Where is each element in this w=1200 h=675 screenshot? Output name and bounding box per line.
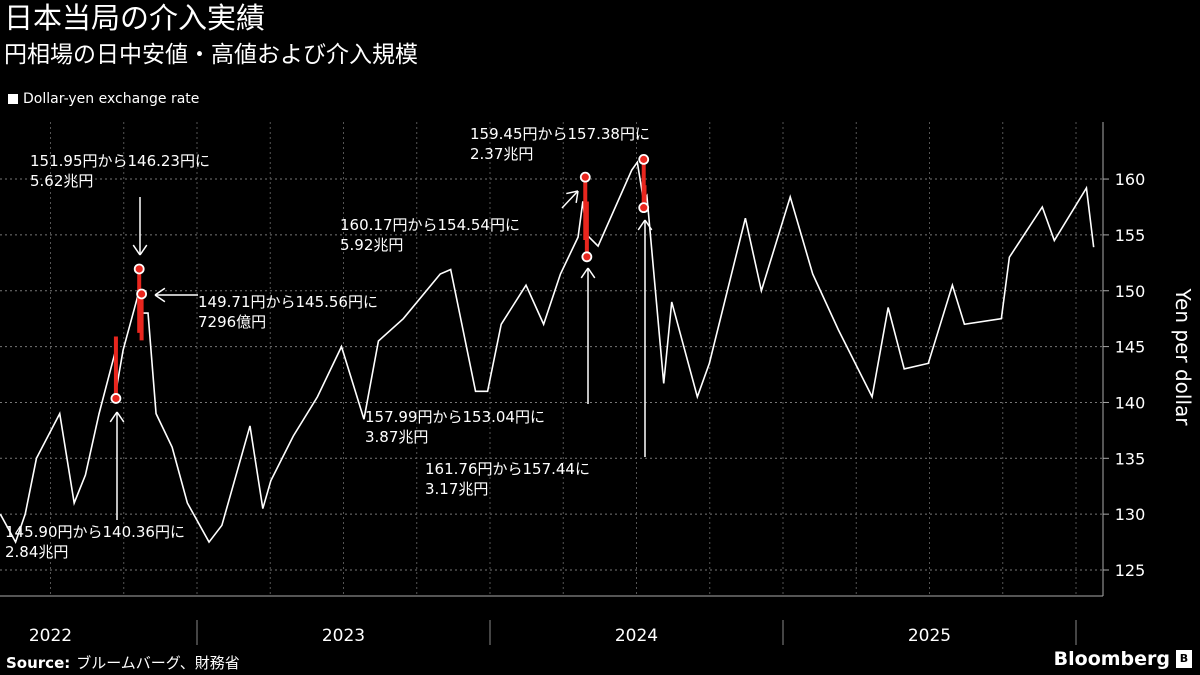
- source-text: ブルームバーグ、財務省: [76, 654, 240, 672]
- annotation-amount: 5.92兆円: [340, 236, 403, 254]
- logo-text: Bloomberg: [1053, 648, 1170, 670]
- intervention-marker: [579, 171, 591, 183]
- annotation-amount: 2.84兆円: [5, 543, 68, 561]
- y-axis-label: Yen per dollar: [1171, 288, 1195, 426]
- y-tick-label: 125: [1115, 561, 1146, 580]
- annotation-label: 145.90円から140.36円に: [5, 523, 185, 541]
- legend-swatch: [8, 94, 18, 104]
- y-tick-label: 130: [1115, 505, 1146, 524]
- x-tick-label: 2024: [615, 626, 658, 646]
- x-tick-label: 2023: [322, 626, 365, 646]
- y-tick-label: 160: [1115, 170, 1146, 189]
- annotation-label: 161.76円から157.44に: [425, 460, 590, 478]
- annotation-label: 149.71円から145.56円に: [198, 293, 378, 311]
- arrow-icon: [561, 190, 579, 209]
- arrow-head: [566, 190, 579, 195]
- arrow-head: [116, 411, 125, 423]
- arrow-head: [154, 294, 166, 303]
- intervention-marker: [581, 251, 593, 263]
- annotation-amount: 2.37兆円: [470, 145, 533, 163]
- annotation-amount: 5.62兆円: [30, 172, 93, 190]
- annotation-label: 159.45円から157.38円に: [470, 125, 650, 143]
- arrow-head: [580, 267, 589, 279]
- legend: Dollar-yen exchange rate: [8, 91, 199, 107]
- annotation-amount: 7296億円: [198, 313, 266, 331]
- arrow-head: [132, 244, 141, 256]
- intervention-marker: [638, 153, 650, 165]
- series-line: [0, 160, 1095, 545]
- y-tick-label: 140: [1115, 393, 1146, 412]
- source: Source: ブルームバーグ、財務省: [6, 652, 240, 673]
- arrow-head: [109, 411, 118, 423]
- intervention-marker: [136, 288, 148, 300]
- logo-icon: B: [1176, 650, 1192, 668]
- arrow-head: [637, 219, 646, 231]
- arrow-head: [139, 244, 148, 256]
- page-title: 日本当局の介入実績: [4, 1, 266, 35]
- bloomberg-logo: Bloomberg B: [1054, 648, 1192, 670]
- arrow-head: [575, 190, 579, 203]
- arrow-head: [154, 287, 166, 296]
- annotation-amount: 3.17兆円: [425, 480, 488, 498]
- x-tick-label: 2022: [29, 626, 72, 646]
- intervention-marker: [133, 263, 145, 275]
- y-tick-label: 135: [1115, 449, 1146, 468]
- y-tick-label: 155: [1115, 226, 1146, 245]
- annotation-label: 151.95円から146.23円に: [30, 152, 210, 170]
- annotation-label: 160.17円から154.54円に: [340, 216, 520, 234]
- source-label: Source:: [6, 654, 71, 672]
- intervention-marker: [638, 202, 650, 214]
- intervention-marker: [110, 393, 122, 404]
- subtitle: 円相場の日中安値・高値および介入規模: [4, 42, 418, 68]
- x-tick-label: 2025: [908, 626, 951, 646]
- annotation-label: 157.99円から153.04円に: [365, 408, 545, 426]
- y-tick-label: 150: [1115, 282, 1146, 301]
- arrow-head: [587, 267, 596, 279]
- legend-label: Dollar-yen exchange rate: [23, 91, 200, 107]
- arrow-head: [644, 219, 653, 231]
- annotation-amount: 3.87兆円: [365, 428, 428, 446]
- y-tick-label: 145: [1115, 338, 1146, 357]
